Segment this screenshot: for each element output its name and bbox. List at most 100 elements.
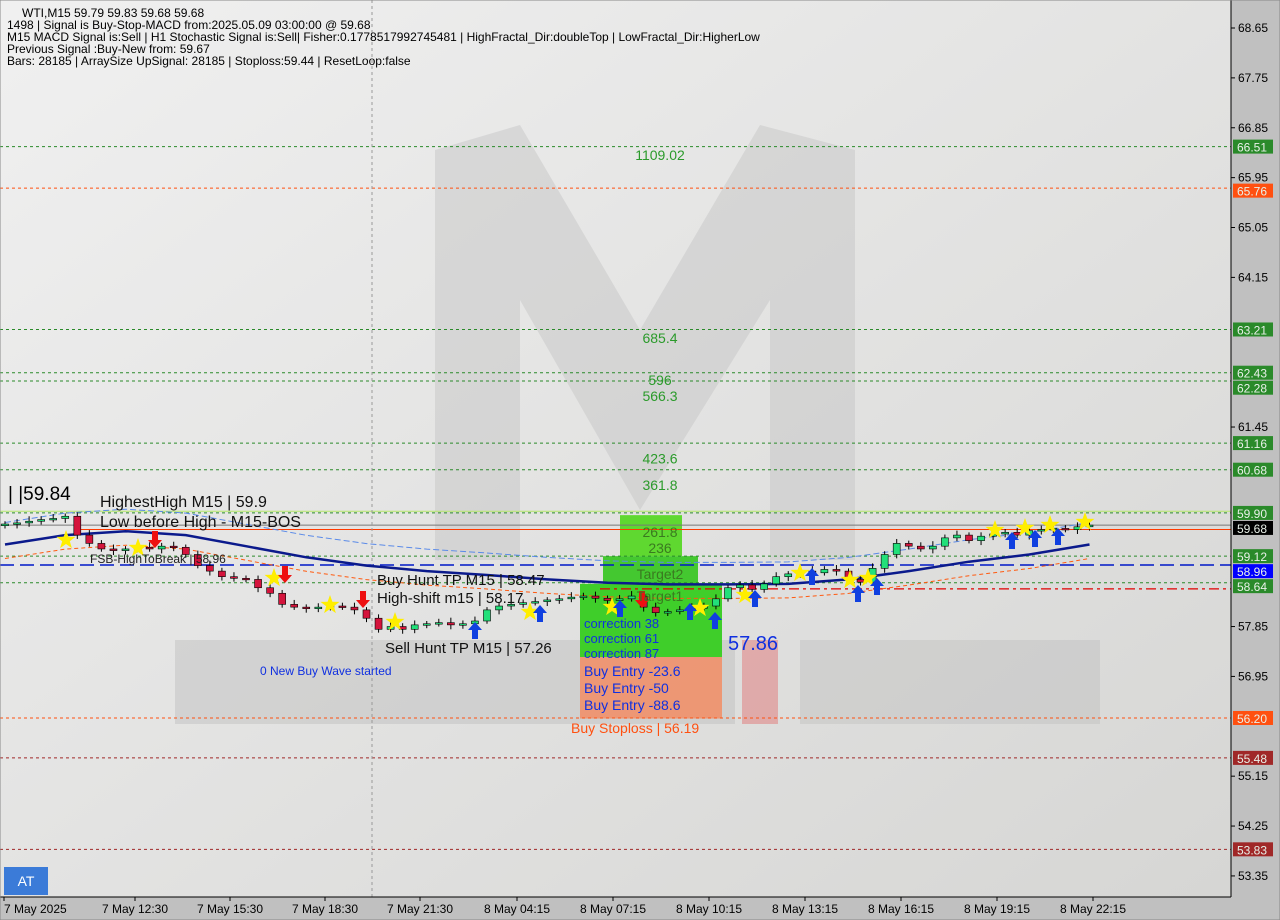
buy-entry-50-label: Buy Entry -50 — [584, 680, 669, 696]
moving-average-line — [4, 529, 1090, 586]
fsb-label: FSB-HighToBreak | 58.96 — [90, 552, 226, 566]
price-label: 58.64 — [1237, 580, 1267, 594]
bear-candle — [603, 597, 612, 601]
bear-candle — [447, 622, 455, 626]
bull-candle — [37, 519, 45, 522]
price-label-box — [1233, 520, 1273, 535]
price-label-box — [1233, 505, 1273, 520]
signal-line: 1498 | Signal is Buy-Stop-MACD from:2025… — [7, 18, 371, 32]
up-arrow-icon — [533, 605, 547, 622]
symbol-line: WTI,M15 59.79 59.83 59.68 59.68 — [22, 6, 205, 20]
bear-candle — [651, 606, 660, 613]
watermark-logo — [435, 125, 855, 560]
bull-candle — [543, 599, 552, 602]
time-axis[interactable] — [0, 897, 1231, 920]
bear-candle — [904, 543, 913, 547]
bull-candle — [49, 518, 58, 521]
price-label: 66.51 — [1237, 141, 1267, 155]
bos-label: Low before High - M15-BOS — [100, 514, 301, 531]
fib-level-label: 596 — [648, 372, 672, 388]
trailing-stop-line — [4, 544, 1090, 599]
bear-candle — [169, 545, 178, 548]
bull-candle — [736, 584, 744, 589]
price-label: 58.96 — [1237, 565, 1267, 579]
bull-candle — [784, 573, 793, 577]
down-arrow-icon — [635, 591, 649, 608]
price-label: 60.68 — [1237, 464, 1267, 478]
star-icon — [1040, 515, 1060, 534]
up-arrow-icon — [870, 578, 884, 595]
sell-hunt-label: Sell Hunt TP M15 | 57.26 — [385, 640, 552, 657]
stoploss-zone — [580, 657, 722, 719]
up-arrow-icon — [468, 622, 482, 639]
up-arrow-icon — [1028, 530, 1042, 547]
x-tick-label: 7 May 2025 — [4, 902, 67, 916]
bars-line: Bars: 28185 | ArraySize UpSignal: 28185 … — [7, 54, 411, 68]
bear-candle — [916, 545, 925, 550]
x-tick-label: 7 May 18:30 — [292, 902, 358, 916]
bull-candle — [434, 622, 443, 625]
bull-candle — [760, 583, 768, 590]
star-icon — [128, 538, 148, 557]
x-tick-label: 7 May 21:30 — [387, 902, 453, 916]
highest-high-label: HighestHigh M15 | 59.9 — [100, 494, 267, 511]
up-arrow-icon — [683, 603, 697, 620]
price-label-box — [1233, 183, 1273, 198]
x-tick-label: 7 May 15:30 — [197, 902, 263, 916]
new-wave-label: 0 New Buy Wave started — [260, 664, 392, 678]
previous-signal-line: Previous Signal :Buy-New from: 59.67 — [7, 42, 210, 56]
bull-candle — [25, 520, 33, 524]
star-icon — [735, 585, 755, 604]
correction-38-label: correction 38 — [584, 616, 659, 631]
bull-candle — [627, 595, 636, 600]
price-label-box — [1233, 380, 1273, 395]
price-label-box — [1233, 365, 1273, 380]
y-tick-label: 67.75 — [1238, 71, 1268, 85]
price-label: 61.16 — [1237, 437, 1267, 451]
price-label-box — [1233, 750, 1273, 765]
price-label: 56.20 — [1237, 712, 1267, 726]
down-arrow-icon — [278, 566, 292, 583]
buy-entry-23-label: Buy Entry -23.6 — [584, 663, 681, 679]
fib-level-label: 261.8 — [642, 524, 677, 540]
star-icon — [264, 568, 284, 587]
up-arrow-icon — [613, 600, 627, 617]
y-tick-label: 68.65 — [1238, 21, 1268, 35]
bear-candle — [965, 534, 973, 541]
buy-entry-88-label: Buy Entry -88.6 — [584, 697, 681, 713]
price-label: 55.48 — [1237, 752, 1267, 766]
fib-level-label: 566.3 — [642, 388, 677, 404]
at-button[interactable]: AT — [4, 867, 48, 895]
bull-candle — [820, 569, 829, 574]
bull-candle — [929, 545, 937, 550]
bull-candle — [724, 587, 732, 600]
bear-candle — [109, 548, 118, 551]
up-arrow-icon — [851, 585, 865, 602]
up-arrow-icon — [805, 568, 819, 585]
bull-candle — [61, 515, 70, 519]
star-icon — [790, 563, 810, 582]
target1-zone — [580, 583, 722, 658]
bull-candle — [663, 611, 672, 614]
price-label: 65.76 — [1237, 185, 1267, 199]
watermark — [175, 125, 1100, 724]
bull-candle — [712, 598, 720, 607]
price-label-box — [1233, 549, 1273, 564]
up-arrow-icon — [708, 612, 722, 629]
star-icon — [690, 598, 710, 617]
y-tick-label: 54.25 — [1238, 819, 1268, 833]
fib-level-label: 685.4 — [642, 330, 677, 346]
bear-candle — [266, 587, 274, 594]
high-shift-label: High-shift m15 | 58.17 — [377, 590, 523, 607]
price-label: 59.68 — [1237, 522, 1267, 536]
bull-candle — [555, 598, 564, 601]
up-arrow-icon — [1005, 532, 1019, 549]
down-arrow-icon — [148, 531, 162, 548]
x-tick-label: 8 May 16:15 — [868, 902, 934, 916]
bear-candle — [374, 617, 383, 630]
bear-candle — [832, 569, 841, 572]
star-icon — [1075, 512, 1095, 531]
bear-candle — [206, 565, 214, 572]
bear-candle — [338, 605, 347, 608]
